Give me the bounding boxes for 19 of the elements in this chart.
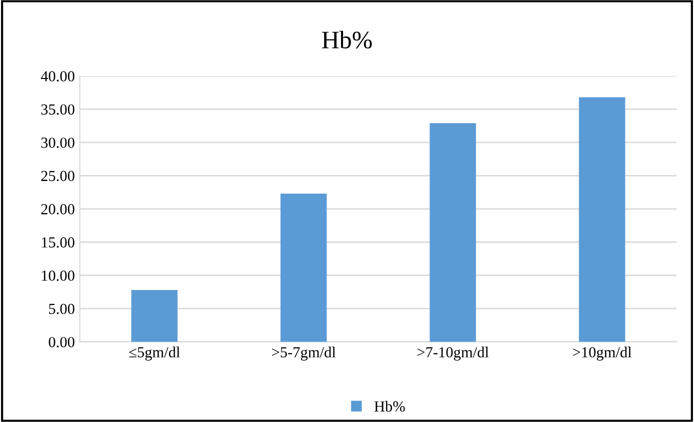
- bar: [131, 290, 178, 342]
- bar: [280, 194, 327, 342]
- y-tick-label: 30.00: [41, 138, 74, 148]
- bar: [430, 123, 476, 342]
- legend-label: Hb%: [374, 400, 405, 412]
- y-tick-label: 40.00: [40, 71, 74, 82]
- x-tick-label: >5-7gm/dl: [272, 346, 336, 361]
- chart-title: Hb%: [322, 30, 372, 49]
- x-tick-label: >10gm/dl: [573, 346, 632, 361]
- y-tick-label: 0.00: [48, 336, 74, 348]
- bar: [578, 97, 626, 342]
- y-tick-label: 25.00: [41, 170, 74, 182]
- x-tick-label: ≤5gm/dl: [129, 346, 180, 361]
- y-tick-label: 10.00: [42, 270, 74, 281]
- y-tick-label: 35.00: [41, 104, 74, 115]
- x-tick-label: >7-10gm/dl: [417, 346, 489, 361]
- y-tick-label: 20.00: [41, 204, 74, 214]
- y-tick-label: 15.00: [42, 237, 74, 248]
- y-tick-label: 5.00: [49, 304, 74, 314]
